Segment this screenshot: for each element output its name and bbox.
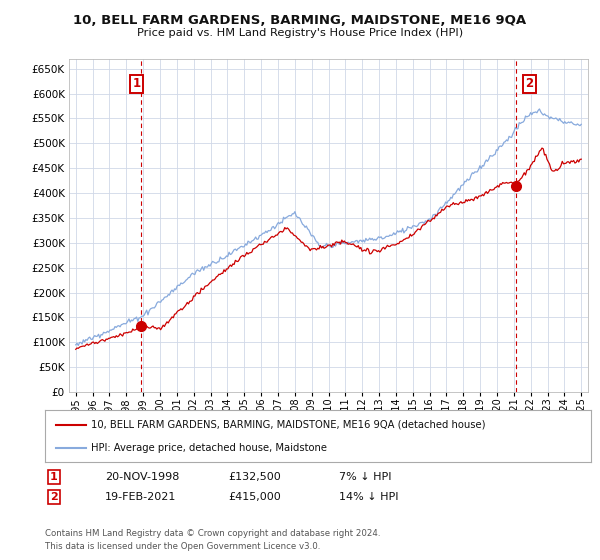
Text: 2: 2 [50,492,58,502]
Text: £132,500: £132,500 [228,472,281,482]
Text: Price paid vs. HM Land Registry's House Price Index (HPI): Price paid vs. HM Land Registry's House … [137,28,463,38]
Text: 1: 1 [133,77,140,90]
Text: Contains HM Land Registry data © Crown copyright and database right 2024.
This d: Contains HM Land Registry data © Crown c… [45,529,380,550]
Text: 7% ↓ HPI: 7% ↓ HPI [339,472,391,482]
Text: 1: 1 [50,472,58,482]
Text: 20-NOV-1998: 20-NOV-1998 [105,472,179,482]
Text: 19-FEB-2021: 19-FEB-2021 [105,492,176,502]
Text: £415,000: £415,000 [228,492,281,502]
Text: 2: 2 [526,77,533,90]
Text: HPI: Average price, detached house, Maidstone: HPI: Average price, detached house, Maid… [91,442,328,452]
Text: 14% ↓ HPI: 14% ↓ HPI [339,492,398,502]
Text: 10, BELL FARM GARDENS, BARMING, MAIDSTONE, ME16 9QA (detached house): 10, BELL FARM GARDENS, BARMING, MAIDSTON… [91,420,486,430]
Text: 10, BELL FARM GARDENS, BARMING, MAIDSTONE, ME16 9QA: 10, BELL FARM GARDENS, BARMING, MAIDSTON… [73,14,527,27]
